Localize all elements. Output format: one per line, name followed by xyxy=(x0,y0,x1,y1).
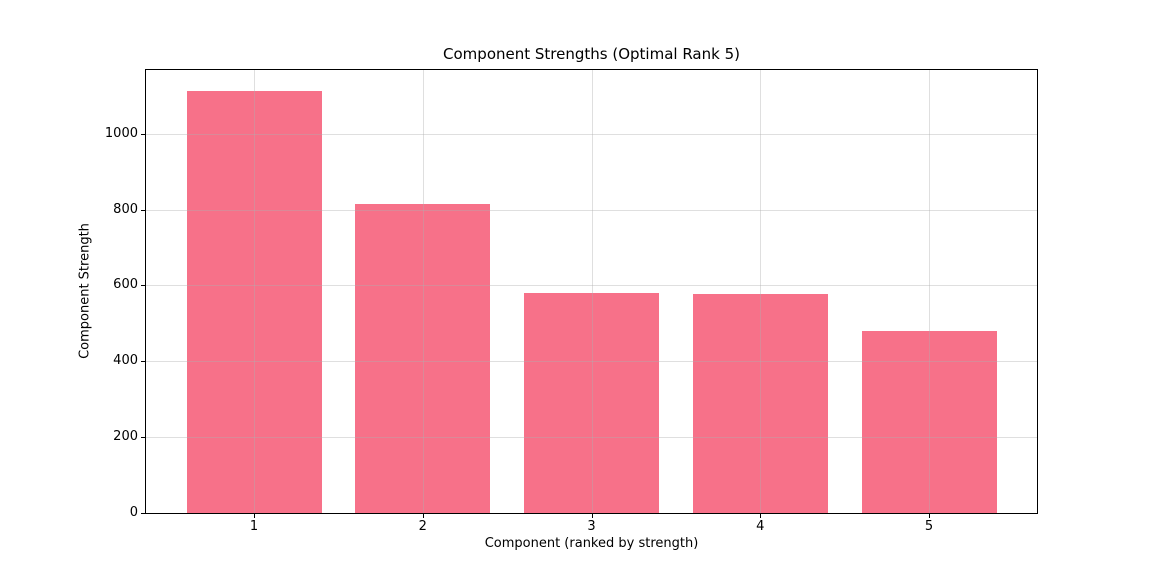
gridline-horizontal xyxy=(146,285,1037,287)
bar-component-5 xyxy=(861,331,997,513)
gridline-horizontal xyxy=(146,437,1037,439)
y-tick-mark xyxy=(141,437,145,439)
chart-title: Component Strengths (Optimal Rank 5) xyxy=(443,45,740,63)
gridline-vertical xyxy=(422,70,424,513)
x-tick-label: 1 xyxy=(249,519,259,534)
x-tick-mark xyxy=(760,514,762,518)
gridline-vertical xyxy=(929,70,930,513)
bar-component-2 xyxy=(355,203,491,513)
x-tick-mark xyxy=(929,514,930,518)
x-tick-mark xyxy=(591,514,593,518)
gridline-horizontal xyxy=(146,133,1037,135)
gridline-vertical xyxy=(591,70,593,513)
x-tick-mark xyxy=(254,514,255,518)
y-tick-label: 0 xyxy=(129,505,138,520)
bar-component-3 xyxy=(524,292,659,513)
y-tick-mark xyxy=(141,133,145,135)
y-tick-label: 600 xyxy=(113,277,138,293)
plot-area xyxy=(145,69,1038,514)
gridline-vertical xyxy=(760,70,762,513)
y-tick-mark xyxy=(141,513,145,514)
x-axis-label: Component (ranked by strength) xyxy=(484,536,699,551)
gridline-horizontal xyxy=(146,361,1037,363)
bar-component-4 xyxy=(692,293,828,513)
y-tick-mark xyxy=(141,285,145,287)
x-tick-label: 3 xyxy=(587,519,596,534)
y-tick-mark xyxy=(141,361,145,363)
x-tick-label: 2 xyxy=(418,519,427,534)
gridline-horizontal xyxy=(146,209,1037,211)
x-tick-label: 5 xyxy=(924,519,934,534)
y-tick-label: 400 xyxy=(113,353,138,369)
y-tick-label: 1000 xyxy=(104,125,138,141)
y-tick-label: 200 xyxy=(113,429,138,445)
y-tick-mark xyxy=(141,209,145,211)
y-tick-label: 800 xyxy=(113,201,138,217)
x-tick-mark xyxy=(422,514,424,518)
gridline-vertical xyxy=(254,70,255,513)
x-tick-label: 4 xyxy=(756,519,765,534)
bar-component-1 xyxy=(186,90,322,513)
